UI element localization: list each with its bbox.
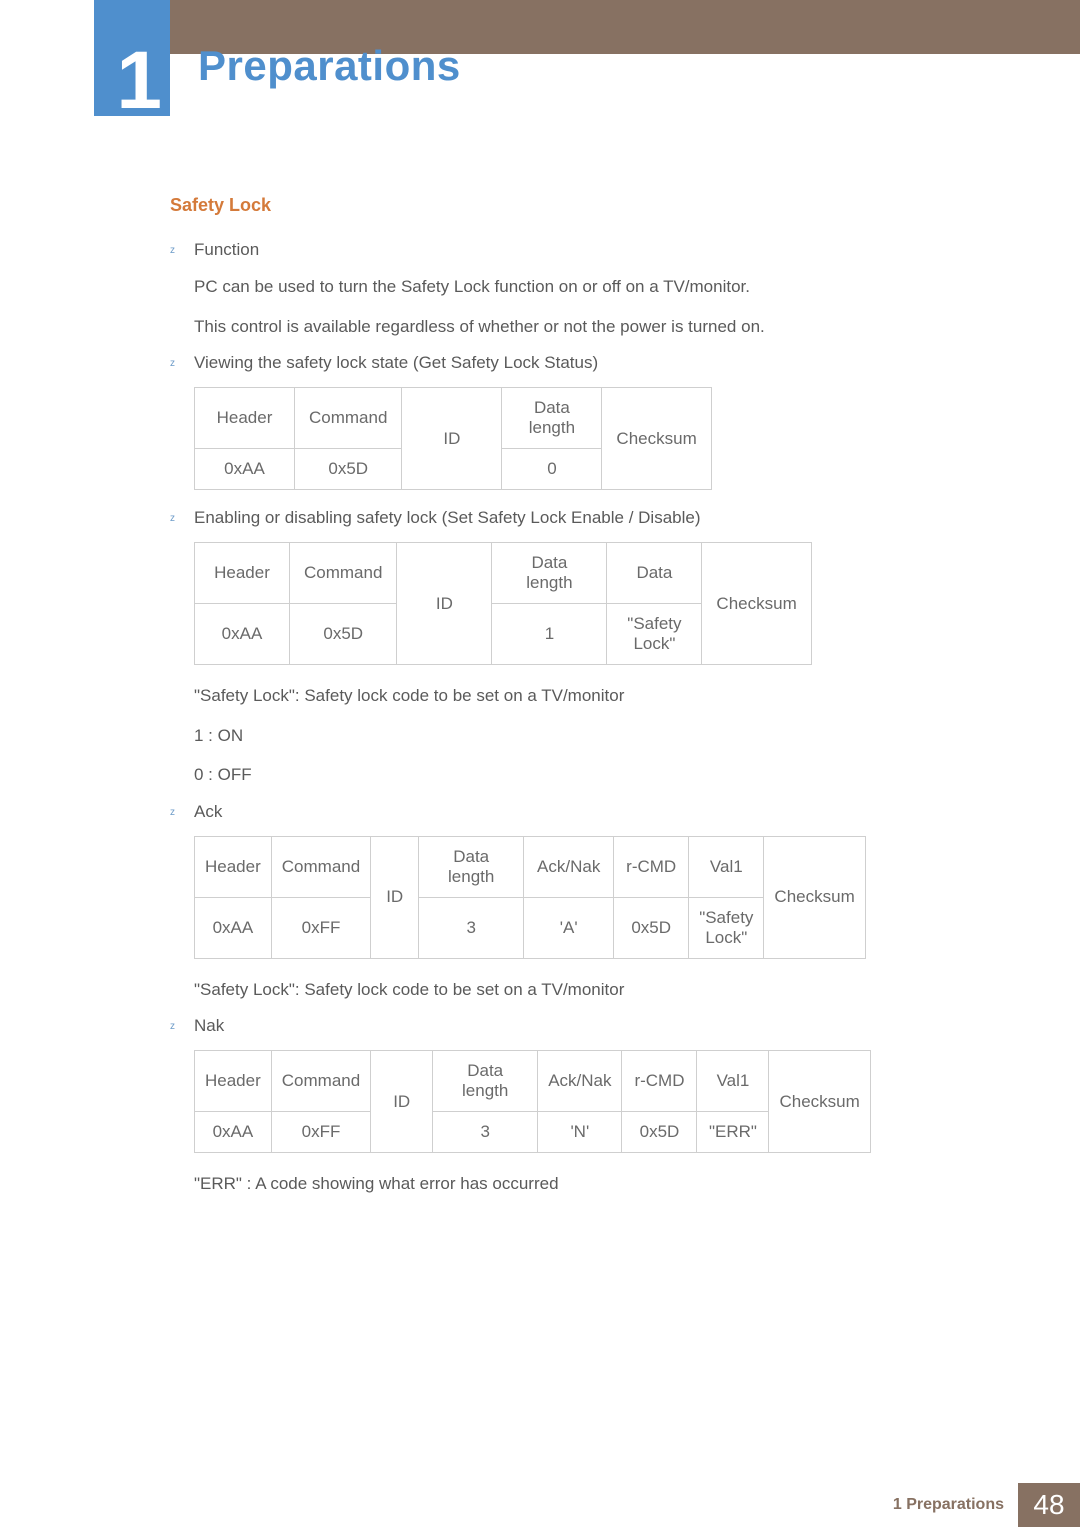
bullet-get-status: z Viewing the safety lock state (Get Saf… xyxy=(170,353,986,373)
cell: 0x5D xyxy=(295,449,402,490)
content: Safety Lock z Function PC can be used to… xyxy=(0,195,1080,1211)
cell: 0xAA xyxy=(195,604,290,665)
col-checksum: Checksum xyxy=(702,543,811,665)
table-row: Header Command ID Data length Ack/Nak r-… xyxy=(195,836,866,897)
cell: 1 xyxy=(492,604,607,665)
col-checksum: Checksum xyxy=(769,1051,870,1153)
bullet-icon: z xyxy=(170,807,175,818)
col-checksum: Checksum xyxy=(602,388,711,490)
chapter-badge: 1 xyxy=(94,0,170,116)
cell: 0xAA xyxy=(195,1112,272,1153)
col-id: ID xyxy=(371,1051,433,1153)
chapter-title: Preparations xyxy=(198,42,461,90)
bullet-label: Nak xyxy=(194,1016,986,1036)
col-header: r-CMD xyxy=(614,836,689,897)
cell: 0x5D xyxy=(622,1112,697,1153)
col-header: Command xyxy=(271,1051,370,1112)
cell: 0x5D xyxy=(290,604,397,665)
bullet-set-lock: z Enabling or disabling safety lock (Set… xyxy=(170,508,986,528)
col-id: ID xyxy=(371,836,419,958)
col-header: Header xyxy=(195,836,272,897)
bullet-label: Ack xyxy=(194,802,986,822)
bullet-nak: z Nak xyxy=(170,1016,986,1036)
col-checksum: Checksum xyxy=(764,836,865,958)
cell: 0xAA xyxy=(195,897,272,958)
cell: 'A' xyxy=(524,897,614,958)
col-header: Command xyxy=(271,836,370,897)
col-header: Header xyxy=(195,543,290,604)
cell: "ERR" xyxy=(697,1112,769,1153)
col-header: Ack/Nak xyxy=(538,1051,622,1112)
paragraph: PC can be used to turn the Safety Lock f… xyxy=(194,274,986,300)
cell: 3 xyxy=(419,897,524,958)
table-ack: Header Command ID Data length Ack/Nak r-… xyxy=(194,836,866,959)
col-header: Data length xyxy=(419,836,524,897)
table-row: Header Command ID Data length Data Check… xyxy=(195,543,812,604)
table-set-lock: Header Command ID Data length Data Check… xyxy=(194,542,812,665)
section-heading: Safety Lock xyxy=(170,195,986,216)
cell: 'N' xyxy=(538,1112,622,1153)
col-header: Ack/Nak xyxy=(524,836,614,897)
bullet-icon: z xyxy=(170,245,175,256)
bullet-label: Viewing the safety lock state (Get Safet… xyxy=(194,353,986,373)
table-get-status: Header Command ID Data length Checksum 0… xyxy=(194,387,712,490)
bullet-label: Function xyxy=(194,240,986,260)
col-header: Command xyxy=(295,388,402,449)
cell: "Safety Lock" xyxy=(607,604,702,665)
note-on: 1 : ON xyxy=(194,723,986,749)
cell: 0xAA xyxy=(195,449,295,490)
footer-label: 1 Preparations xyxy=(893,1483,1018,1527)
note-nak: "ERR" : A code showing what error has oc… xyxy=(194,1171,986,1197)
bullet-function: z Function PC can be used to turn the Sa… xyxy=(170,240,986,339)
table-row: Header Command ID Data length Checksum xyxy=(195,388,712,449)
cell: 0xFF xyxy=(271,1112,370,1153)
cell: 0xFF xyxy=(271,897,370,958)
note-off: 0 : OFF xyxy=(194,762,986,788)
paragraph: This control is available regardless of … xyxy=(194,314,986,340)
col-id: ID xyxy=(402,388,502,490)
footer-page-number: 48 xyxy=(1018,1483,1080,1527)
col-header: Val1 xyxy=(697,1051,769,1112)
bullet-label: Enabling or disabling safety lock (Set S… xyxy=(194,508,986,528)
header-left-gap xyxy=(0,0,94,54)
chapter-number: 1 xyxy=(116,40,162,122)
cell: "Safety Lock" xyxy=(689,897,764,958)
table-row: Header Command ID Data length Ack/Nak r-… xyxy=(195,1051,871,1112)
col-header: Header xyxy=(195,388,295,449)
bullet-icon: z xyxy=(170,513,175,524)
cell: 0 xyxy=(502,449,602,490)
col-header: Command xyxy=(290,543,397,604)
note-ack: "Safety Lock": Safety lock code to be se… xyxy=(194,977,986,1003)
col-header: Data length xyxy=(433,1051,538,1112)
bullet-icon: z xyxy=(170,1021,175,1032)
page: 1 Preparations Safety Lock z Function PC… xyxy=(0,0,1080,1527)
bullet-ack: z Ack xyxy=(170,802,986,822)
table-row: 0xAA 0xFF 3 'N' 0x5D "ERR" xyxy=(195,1112,871,1153)
col-header: Data xyxy=(607,543,702,604)
col-id: ID xyxy=(397,543,492,665)
note-safety-lock: "Safety Lock": Safety lock code to be se… xyxy=(194,683,986,709)
col-header: r-CMD xyxy=(622,1051,697,1112)
col-header: Val1 xyxy=(689,836,764,897)
cell: 3 xyxy=(433,1112,538,1153)
table-nak: Header Command ID Data length Ack/Nak r-… xyxy=(194,1050,871,1153)
col-header: Header xyxy=(195,1051,272,1112)
footer: 1 Preparations 48 xyxy=(0,1483,1080,1527)
col-header: Data length xyxy=(502,388,602,449)
col-header: Data length xyxy=(492,543,607,604)
cell: 0x5D xyxy=(614,897,689,958)
bullet-icon: z xyxy=(170,358,175,369)
